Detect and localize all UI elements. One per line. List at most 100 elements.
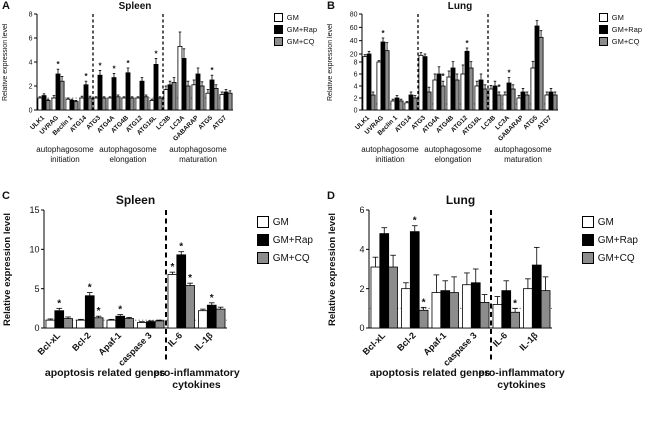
panel-c-letter: C bbox=[2, 190, 10, 202]
panel-c-legend: GM GM+Rap GM+CQ bbox=[256, 216, 313, 264]
bar-GM+CQ bbox=[59, 80, 65, 111]
bar-GM bbox=[492, 304, 503, 329]
significance-star: * bbox=[441, 72, 445, 81]
bar-GM bbox=[177, 46, 183, 111]
bar-GM+CQ bbox=[157, 97, 163, 111]
legend-swatch-gm-cq bbox=[256, 252, 269, 264]
bar-GM+Rap bbox=[125, 72, 131, 111]
bar-GM+Rap bbox=[139, 80, 145, 111]
bar-GM+CQ bbox=[510, 311, 520, 329]
significance-star: * bbox=[465, 39, 469, 48]
y-tick-label: 10 bbox=[29, 244, 39, 254]
bar-GM+CQ bbox=[479, 302, 490, 329]
bar-GM+CQ bbox=[171, 82, 177, 111]
y-tick-label: 8 bbox=[354, 59, 358, 66]
x-category-label: ATG7 bbox=[536, 114, 553, 131]
legend-item-gm-cq: GM+CQ bbox=[598, 37, 642, 46]
legend-swatch-gm-rap bbox=[256, 234, 269, 246]
y-tick-label: 4 bbox=[359, 244, 364, 254]
significance-star: * bbox=[57, 298, 61, 309]
x-category-label: IL-1β bbox=[192, 330, 215, 353]
group-label: pro-inflammatory bbox=[153, 367, 240, 379]
legend-label-gm-cq: GM+CQ bbox=[272, 252, 310, 264]
y-tick-label: 5 bbox=[34, 284, 39, 294]
bar-GM bbox=[516, 97, 522, 111]
x-category-label: Apaf-1 bbox=[421, 330, 448, 357]
bar-GM bbox=[390, 100, 396, 111]
legend-label-gm: GM bbox=[611, 13, 624, 22]
bar-GM bbox=[65, 98, 71, 111]
group-label: autophagosome bbox=[424, 145, 482, 154]
bar-GM+CQ bbox=[388, 266, 398, 329]
bar-GM bbox=[121, 97, 127, 111]
group-label: maturation bbox=[179, 155, 217, 164]
legend-swatch-gm bbox=[598, 13, 608, 22]
bar-GM+CQ bbox=[124, 318, 134, 329]
panel-d-letter: D bbox=[327, 190, 335, 202]
significance-star: * bbox=[170, 262, 174, 273]
legend-item-gm-rap: GM+Rap bbox=[598, 25, 642, 34]
bar-GM bbox=[45, 319, 56, 329]
significance-star: * bbox=[188, 273, 192, 284]
significance-star: * bbox=[210, 293, 214, 304]
bar-GM+CQ bbox=[540, 290, 551, 329]
x-category-label: caspase 3 bbox=[116, 330, 154, 368]
bar-GM bbox=[135, 97, 141, 111]
bar-GM bbox=[462, 284, 472, 329]
legend-label-gm: GM bbox=[272, 216, 289, 228]
bar-GM+Rap bbox=[548, 91, 554, 111]
bar-GM bbox=[446, 76, 452, 111]
legend-label-gm: GM bbox=[286, 13, 299, 22]
x-category-label: Apaf-1 bbox=[96, 330, 123, 357]
bar-GM bbox=[474, 85, 480, 111]
legend-item-gm-rap: GM+Rap bbox=[581, 234, 638, 246]
bar-GM+Rap bbox=[520, 91, 526, 111]
bar-GM+CQ bbox=[73, 101, 79, 111]
panel-b-letter: B bbox=[327, 0, 335, 12]
x-category-label: IL-6 bbox=[491, 330, 509, 348]
bar-GM+CQ bbox=[154, 320, 165, 329]
bar-GM+CQ bbox=[370, 94, 376, 111]
bar-GM+CQ bbox=[398, 100, 404, 111]
bar-GM+Rap bbox=[501, 290, 512, 329]
bar-GM+Rap bbox=[115, 315, 126, 329]
y-tick-label: 0 bbox=[354, 107, 358, 114]
group-label: cytokines bbox=[172, 379, 221, 391]
bar-GM+CQ bbox=[418, 309, 429, 329]
group-label: apoptosis related genes bbox=[45, 367, 165, 379]
bar-GM+Rap bbox=[97, 74, 103, 111]
bar-GM+Rap bbox=[153, 64, 159, 111]
bar-GM+CQ bbox=[213, 88, 219, 111]
panel-d-legend: GM GM+Rap GM+CQ bbox=[581, 216, 638, 264]
bar-GM bbox=[93, 97, 99, 111]
bar-GM+Rap bbox=[41, 95, 47, 111]
bar-GM+CQ bbox=[199, 85, 205, 111]
bar-GM+Rap bbox=[478, 79, 484, 111]
legend-label-gm-cq: GM+CQ bbox=[597, 252, 635, 264]
bar-GM bbox=[219, 94, 225, 111]
bar-GM+Rap bbox=[440, 290, 451, 329]
bar-GM bbox=[418, 54, 424, 111]
x-category-label: ATG7 bbox=[211, 114, 228, 131]
bar-GM bbox=[370, 266, 381, 329]
y-tick-label: 20 bbox=[350, 51, 358, 58]
legend-label-gm: GM bbox=[597, 216, 614, 228]
y-tick-label: 4 bbox=[354, 83, 358, 90]
y-tick-label: 4 bbox=[29, 59, 33, 66]
x-category-label: ATG5 bbox=[522, 114, 539, 131]
bar-GM bbox=[502, 94, 508, 111]
y-tick-label: 0 bbox=[359, 323, 364, 333]
y-tick-label: 0 bbox=[29, 107, 33, 114]
bar-GM+Rap bbox=[436, 73, 442, 111]
legend-item-gm: GM bbox=[273, 13, 317, 22]
bar-GM+Rap bbox=[394, 97, 400, 111]
panel-a-legend: GM GM+Rap GM+CQ bbox=[273, 13, 317, 46]
legend-item-gm-cq: GM+CQ bbox=[273, 37, 317, 46]
bar-GM bbox=[404, 102, 410, 111]
bar-GM bbox=[460, 73, 466, 111]
bar-GM bbox=[431, 292, 442, 329]
bar-GM bbox=[79, 97, 85, 111]
significance-star: * bbox=[179, 242, 183, 253]
